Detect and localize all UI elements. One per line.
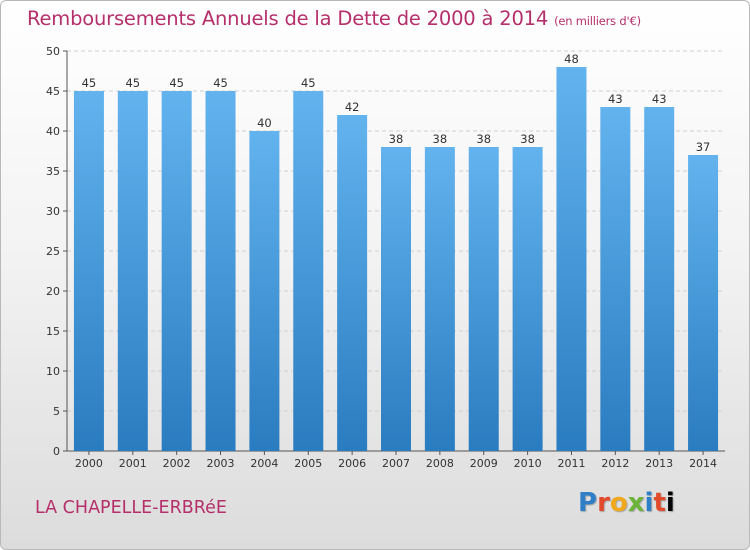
bar-2005 (293, 91, 324, 451)
value-label: 42 (345, 100, 360, 114)
value-label: 38 (433, 132, 448, 146)
logo-letter: i (665, 488, 675, 518)
x-tick-label: 2005 (294, 457, 322, 470)
value-label: 37 (696, 140, 711, 154)
x-tick-label: 2002 (163, 457, 191, 470)
x-tick-label: 2014 (689, 457, 717, 470)
x-tick-label: 2001 (119, 457, 147, 470)
logo-letter: x (627, 488, 645, 518)
bar-2010 (512, 147, 543, 451)
chart-unit: (en milliers d'€) (554, 14, 641, 28)
labels: 0 5 10 15 20 25 30 35 40 45 50 45 2000 45 2001 45 2002 45… (46, 45, 717, 470)
chart-title: Remboursements Annuels de la Dette de 20… (27, 7, 641, 30)
bar-2006 (337, 115, 368, 451)
logo-letter: o (609, 488, 628, 518)
value-label: 38 (476, 132, 491, 146)
bar-2011 (556, 67, 587, 451)
y-tick-label: 0 (53, 445, 60, 458)
y-tick-label: 30 (46, 205, 60, 218)
value-label: 38 (520, 132, 535, 146)
y-tick-label: 10 (46, 365, 60, 378)
bar-2003 (205, 91, 236, 451)
logo-letter: r (597, 488, 610, 518)
bar-2001 (117, 91, 148, 451)
y-tick-label: 15 (46, 325, 60, 338)
value-label: 45 (82, 76, 97, 90)
location-name: LA CHAPELLE-ERBRéE (35, 498, 227, 518)
x-tick-label: 2011 (557, 457, 585, 470)
bar-2002 (161, 91, 192, 451)
logo-letter: t (653, 488, 666, 518)
bar-2000 (73, 91, 104, 451)
value-label: 43 (608, 92, 623, 106)
x-tick-label: 2000 (75, 457, 103, 470)
x-tick-label: 2009 (470, 457, 498, 470)
value-label: 45 (213, 76, 228, 90)
x-tick-label: 2006 (338, 457, 366, 470)
y-tick-label: 45 (46, 85, 60, 98)
y-tick-label: 5 (53, 405, 60, 418)
x-tick-label: 2004 (250, 457, 278, 470)
bar-2014 (688, 155, 719, 451)
value-label: 38 (389, 132, 404, 146)
bar-2004 (249, 131, 280, 451)
proxiti-logo: Proxiti (578, 488, 675, 518)
x-tick-label: 2003 (207, 457, 235, 470)
y-tick-label: 25 (46, 245, 60, 258)
value-label: 48 (564, 52, 579, 66)
y-tick-label: 20 (46, 285, 60, 298)
logo-letter: i (644, 488, 654, 518)
bar-2009 (468, 147, 499, 451)
bar-2007 (381, 147, 411, 451)
value-label: 45 (169, 76, 184, 90)
value-label: 43 (652, 92, 667, 106)
bars (73, 67, 719, 451)
x-tick-label: 2008 (426, 457, 454, 470)
x-tick-label: 2012 (601, 457, 629, 470)
bar-2008 (424, 147, 455, 451)
x-tick-label: 2013 (645, 457, 673, 470)
value-label: 45 (301, 76, 316, 90)
value-label: 40 (257, 116, 272, 130)
value-label: 45 (125, 76, 140, 90)
y-tick-label: 35 (46, 165, 60, 178)
bar-2013 (644, 107, 675, 451)
bar-2012 (600, 107, 631, 451)
y-tick-label: 50 (46, 45, 60, 58)
x-tick-label: 2007 (382, 457, 410, 470)
logo-letter: P (578, 488, 598, 518)
x-tick-label: 2010 (514, 457, 542, 470)
chart-title-text: Remboursements Annuels de la Dette de 20… (27, 7, 549, 30)
y-tick-label: 40 (46, 125, 60, 138)
